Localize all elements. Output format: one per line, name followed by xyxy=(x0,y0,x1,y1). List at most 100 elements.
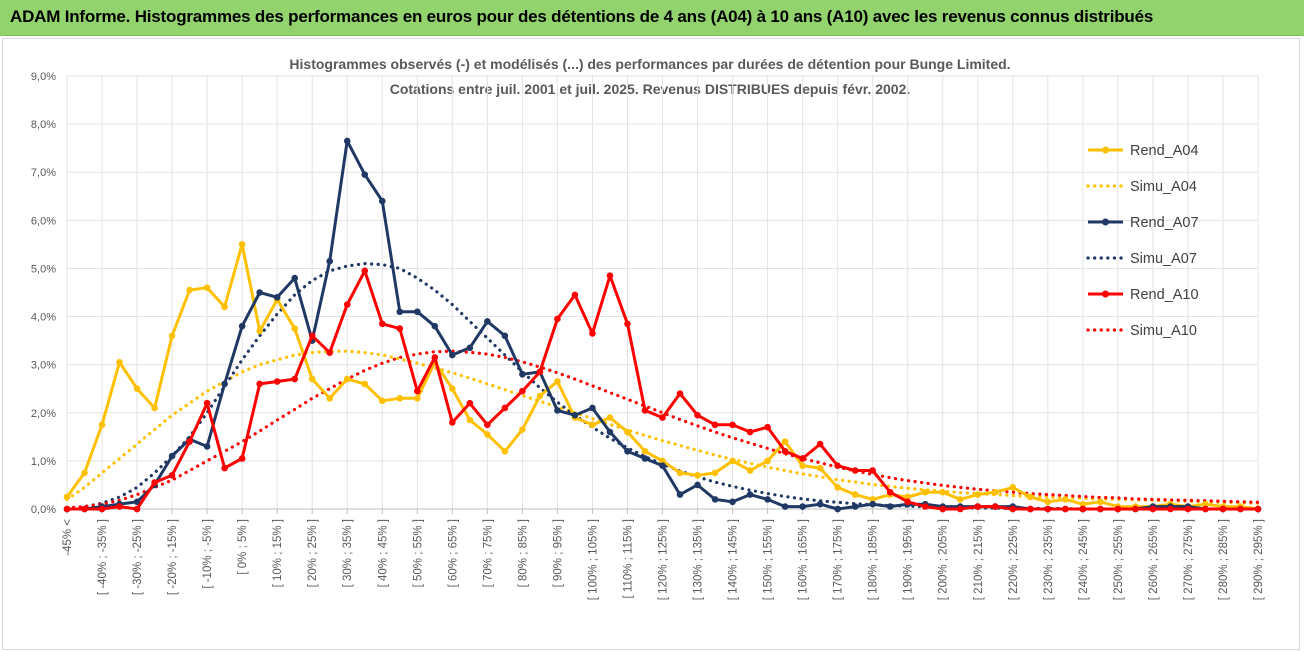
data-point xyxy=(63,505,71,513)
page-title: ADAM Informe. Histogrammes des performan… xyxy=(10,7,1154,26)
series-Simu_A04 xyxy=(65,349,1260,505)
x-tick-label: [ 50% ; 55% ] xyxy=(412,519,424,587)
data-point xyxy=(378,197,386,205)
data-point xyxy=(1202,500,1209,508)
data-point xyxy=(221,303,228,311)
data-point xyxy=(536,392,544,400)
data-point xyxy=(116,358,123,366)
data-point xyxy=(676,469,684,477)
data-point xyxy=(273,378,281,385)
data-point xyxy=(343,301,351,308)
data-point xyxy=(484,421,491,429)
x-tick-label: [ 260% ; 265% ] xyxy=(1148,519,1160,600)
x-tick-label: [ 290% ; 295% ] xyxy=(1253,519,1265,600)
data-point xyxy=(396,395,404,402)
y-tick-label: 6,0% xyxy=(31,215,56,227)
data-point xyxy=(991,503,999,510)
data-point xyxy=(291,325,298,332)
data-point xyxy=(501,332,509,340)
data-point xyxy=(799,503,806,510)
data-point xyxy=(589,330,596,337)
legend-marker xyxy=(1102,146,1109,154)
x-tick-label: [ -10% ; -5% ] xyxy=(202,519,214,589)
data-point xyxy=(781,447,789,455)
legend-item-Simu_A07: Simu_A07 xyxy=(1086,251,1197,267)
data-point xyxy=(466,416,474,424)
x-tick-label: [ 230% ; 235% ] xyxy=(1043,519,1055,600)
data-point xyxy=(1009,484,1017,491)
data-point xyxy=(326,257,334,265)
legend-item-Rend_A04: Rend_A04 xyxy=(1088,143,1199,159)
x-tick-label: [ 180% ; 185% ] xyxy=(868,519,880,600)
data-point xyxy=(168,332,176,340)
x-tick-label: [ 190% ; 195% ] xyxy=(903,519,915,600)
legend-label: Simu_A07 xyxy=(1130,251,1197,267)
x-tick-label: [ 100% ; 105% ] xyxy=(587,519,599,600)
data-point xyxy=(361,267,369,275)
data-point xyxy=(991,488,999,496)
data-point xyxy=(291,274,298,282)
data-point xyxy=(624,320,631,328)
y-tick-label: 3,0% xyxy=(31,360,56,372)
data-point xyxy=(1254,505,1262,513)
data-point xyxy=(396,308,404,316)
data-point xyxy=(554,315,561,323)
data-point xyxy=(273,294,281,301)
data-point xyxy=(851,491,859,498)
data-point xyxy=(326,395,334,402)
data-point xyxy=(308,332,316,340)
data-point xyxy=(221,380,228,388)
data-point xyxy=(554,378,561,385)
data-point xyxy=(974,491,982,498)
data-point xyxy=(308,375,316,383)
legend-label: Rend_A10 xyxy=(1130,287,1199,303)
data-point xyxy=(851,467,859,474)
y-tick-label: 1,0% xyxy=(31,456,56,468)
data-point xyxy=(536,368,544,376)
x-tick-label: [ 60% ; 65% ] xyxy=(447,519,459,587)
data-point xyxy=(729,421,736,429)
data-point xyxy=(519,370,526,378)
x-tick-label: [ 70% ; 75% ] xyxy=(482,519,494,587)
data-point xyxy=(676,390,684,397)
y-tick-label: 7,0% xyxy=(31,167,56,179)
data-point xyxy=(221,464,228,472)
series-Rend_A10 xyxy=(63,267,1262,513)
chart-frame xyxy=(2,38,1300,650)
x-tick-label: [ 10% ; 15% ] xyxy=(272,519,284,587)
data-point xyxy=(746,467,754,474)
data-point xyxy=(378,397,386,405)
data-point xyxy=(203,284,211,291)
data-point xyxy=(133,498,141,506)
x-tick-label: [ 220% ; 225% ] xyxy=(1008,519,1020,600)
data-point xyxy=(168,452,176,460)
data-point xyxy=(606,272,614,279)
y-tick-label: 2,0% xyxy=(31,408,56,420)
legend: Rend_A04 Simu_A04 Rend_A07 Simu_A07 Rend_A10… xyxy=(1086,143,1199,339)
legend-item-Rend_A07: Rend_A07 xyxy=(1088,215,1199,231)
data-point xyxy=(1219,505,1227,513)
data-point xyxy=(519,387,526,395)
data-point xyxy=(1149,505,1157,513)
data-point xyxy=(1044,498,1052,506)
x-tick-label: [ 90% ; 95% ] xyxy=(552,519,564,587)
x-tick-label: [ 80% ; 85% ] xyxy=(517,519,529,587)
x-tick-label: [ -30% ; -25% ] xyxy=(132,519,144,595)
data-point xyxy=(571,411,579,419)
legend-marker xyxy=(1102,290,1109,298)
data-point xyxy=(343,375,351,383)
data-point xyxy=(641,447,649,455)
y-tick-label: 8,0% xyxy=(31,119,56,131)
data-point xyxy=(413,308,421,316)
data-point xyxy=(1237,505,1244,513)
data-point xyxy=(1167,505,1174,513)
title-banner: ADAM Informe. Histogrammes des performan… xyxy=(0,0,1304,36)
legend-label: Rend_A07 xyxy=(1130,215,1199,231)
data-point xyxy=(904,498,912,506)
x-tick-label: [ -40% ; -35% ] xyxy=(97,519,109,595)
data-point xyxy=(939,505,947,513)
data-point xyxy=(606,428,614,436)
legend-label: Rend_A04 xyxy=(1130,143,1199,159)
data-point xyxy=(641,455,649,462)
x-tick-label: [ 140% ; 145% ] xyxy=(728,519,740,600)
